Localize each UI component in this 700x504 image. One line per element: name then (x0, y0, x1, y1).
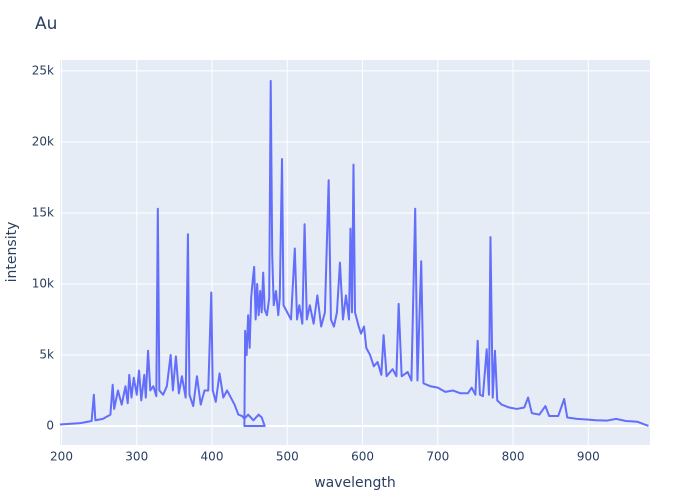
y-tick-label: 10k (32, 276, 54, 290)
x-tick-label: 700 (426, 450, 449, 464)
y-tick-label: 15k (32, 205, 54, 219)
x-tick-label: 400 (201, 450, 224, 464)
x-tick-label: 500 (276, 450, 299, 464)
chart-title: Au (35, 14, 57, 34)
x-tick-label: 800 (502, 450, 525, 464)
y-axis-label: intensity (4, 222, 20, 283)
y-tick-label: 20k (32, 134, 54, 148)
x-tick-label: 200 (50, 450, 73, 464)
y-tick-label: 0 (46, 418, 54, 432)
line (59, 79, 649, 427)
x-tick-label: 300 (125, 450, 148, 464)
y-tick-label: 25k (32, 63, 54, 77)
x-axis-label: wavelength (314, 475, 396, 491)
y-tick-label: 5k (39, 347, 54, 361)
x-tick-label: 900 (577, 450, 600, 464)
x-tick-label: 600 (351, 450, 374, 464)
